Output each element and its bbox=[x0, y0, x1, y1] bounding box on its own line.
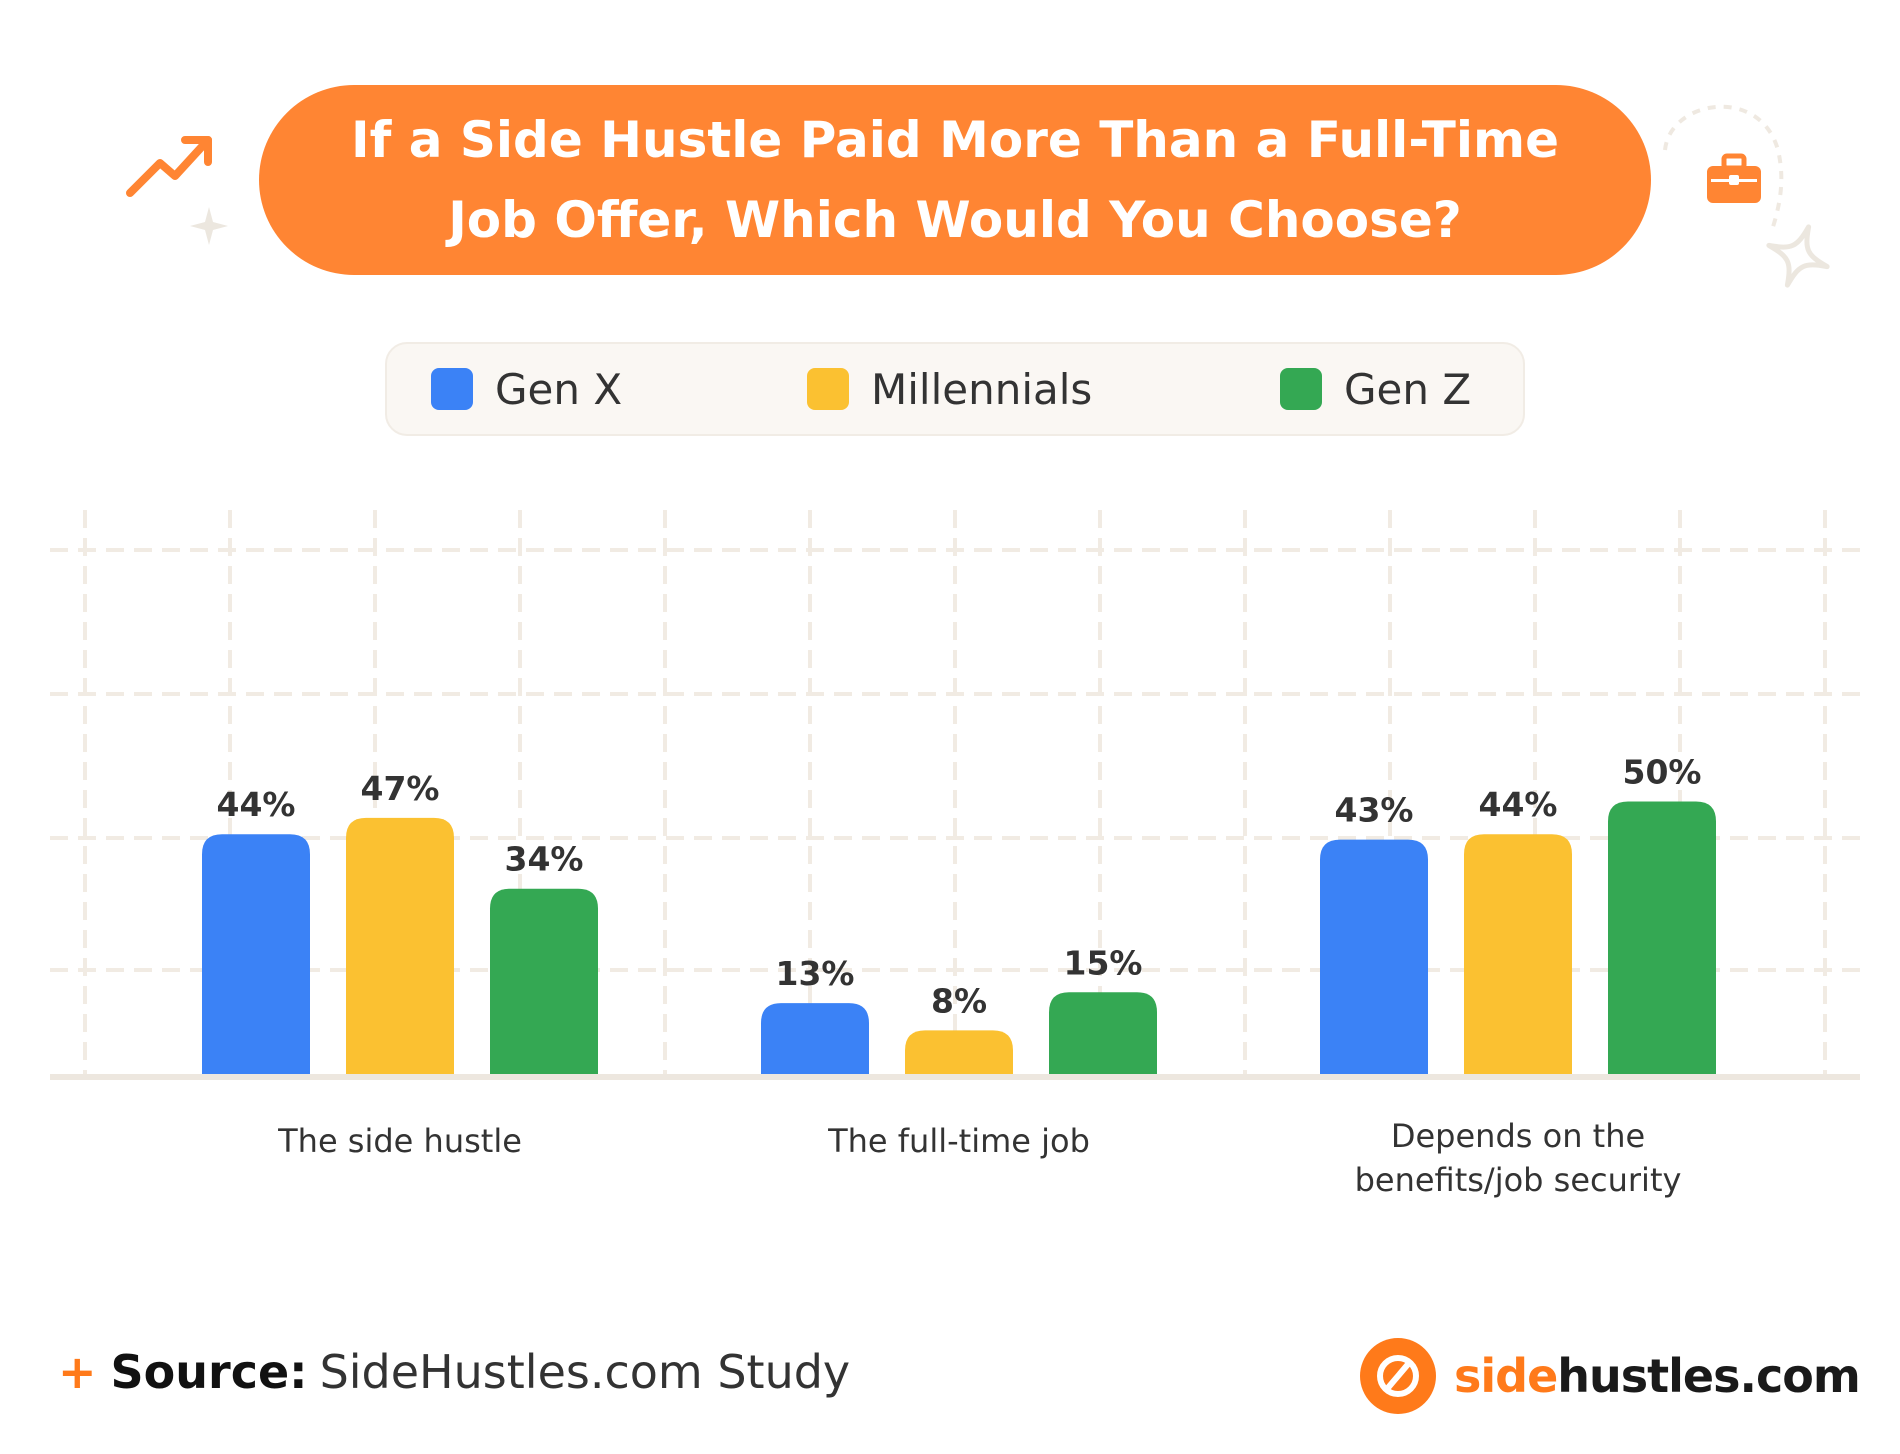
logo-mark-icon bbox=[1360, 1338, 1436, 1414]
legend-item-gen-x: Gen X bbox=[431, 344, 622, 434]
source-key: Source: bbox=[110, 1345, 308, 1399]
trend-up-icon bbox=[126, 136, 212, 197]
data-label: 50% bbox=[1623, 753, 1702, 792]
bar bbox=[1608, 801, 1716, 1074]
bar bbox=[1320, 839, 1428, 1074]
bar bbox=[1464, 834, 1572, 1074]
data-label: 43% bbox=[1335, 791, 1414, 830]
legend: Gen X Millennials Gen Z bbox=[385, 342, 1525, 436]
briefcase-icon bbox=[1707, 153, 1761, 203]
title-banner: If a Side Hustle Paid More Than a Full-T… bbox=[259, 85, 1651, 275]
plus-icon: + bbox=[58, 1345, 97, 1399]
chart-title: If a Side Hustle Paid More Than a Full-T… bbox=[351, 111, 1559, 249]
bar bbox=[761, 1003, 869, 1074]
chart-value-labels: 44% 47% 34% 13% 8% 15% 43% 44% 50% bbox=[217, 753, 1702, 1021]
bar bbox=[1049, 992, 1157, 1074]
data-label: 47% bbox=[361, 769, 440, 808]
legend-swatch-gen-x bbox=[431, 368, 473, 410]
chart-grid bbox=[50, 510, 1860, 1080]
bar bbox=[905, 1030, 1013, 1074]
chart-bars bbox=[202, 801, 1716, 1074]
data-label: 15% bbox=[1064, 943, 1143, 982]
legend-label: Millennials bbox=[871, 364, 1093, 414]
data-label: 44% bbox=[217, 785, 296, 824]
data-label: 34% bbox=[505, 840, 584, 879]
sparkle-icon bbox=[190, 207, 228, 245]
bar bbox=[490, 888, 598, 1074]
data-label: 44% bbox=[1479, 785, 1558, 824]
legend-swatch-millennials bbox=[807, 368, 849, 410]
bar bbox=[202, 834, 310, 1074]
sparkle-outline-icon bbox=[1766, 224, 1830, 288]
brand-logo: sidehustles.com bbox=[1360, 1338, 1861, 1414]
legend-swatch-gen-z bbox=[1280, 368, 1322, 410]
data-label: 13% bbox=[776, 954, 855, 993]
legend-item-gen-z: Gen Z bbox=[1280, 344, 1471, 434]
dashed-arc-decoration bbox=[1663, 104, 1784, 231]
category-label: benefits/job security bbox=[1355, 1161, 1682, 1199]
logo-text-accent: side bbox=[1454, 1349, 1558, 1403]
category-label: Depends on the bbox=[1391, 1117, 1645, 1155]
bar bbox=[346, 817, 454, 1074]
source-value: SideHustles.com Study bbox=[319, 1345, 851, 1399]
chart-category-labels: The side hustle The full-time job Depends … bbox=[277, 1117, 1681, 1199]
legend-label: Gen X bbox=[495, 364, 623, 414]
legend-label: Gen Z bbox=[1344, 364, 1472, 414]
source-note: + Source: SideHustles.com Study bbox=[58, 1345, 850, 1399]
category-label: The full-time job bbox=[827, 1122, 1090, 1160]
category-label: The side hustle bbox=[277, 1122, 522, 1160]
data-label: 8% bbox=[931, 981, 987, 1020]
logo-text-rest: hustles.com bbox=[1557, 1349, 1860, 1403]
legend-item-millennials: Millennials bbox=[807, 344, 1092, 434]
